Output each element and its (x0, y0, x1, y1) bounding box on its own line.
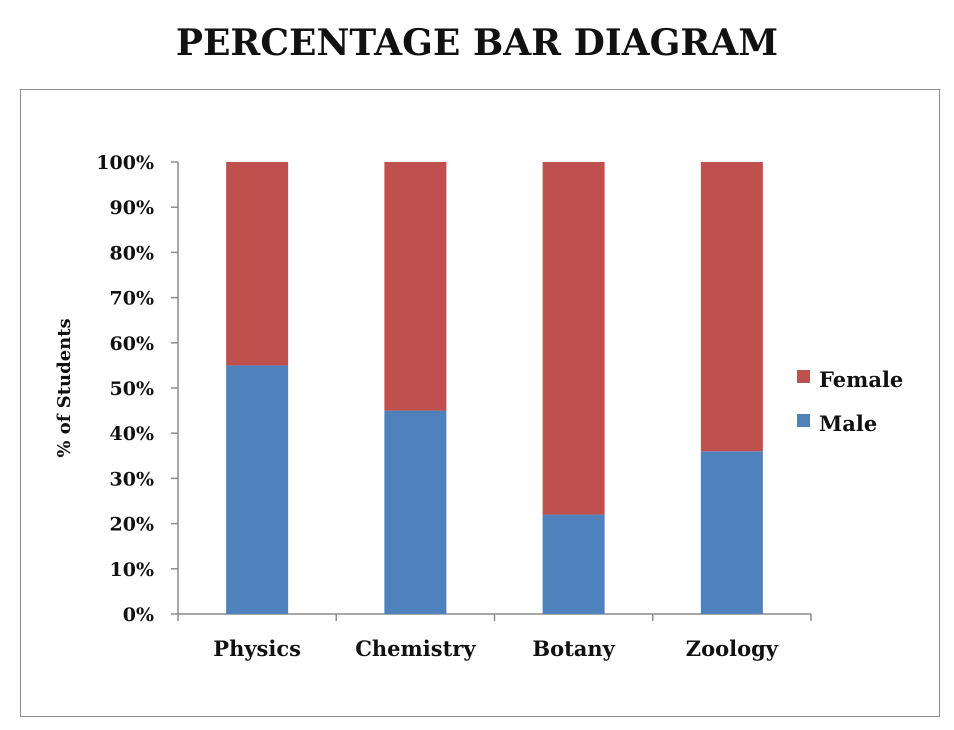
y-axis-title: % of Students (54, 318, 75, 457)
bar-male-physics (226, 365, 289, 614)
x-category-label: Physics (213, 636, 301, 661)
y-tick-label: 40% (110, 423, 155, 445)
y-tick-label: 70% (110, 288, 155, 310)
bar-female-zoology (700, 162, 763, 452)
bar-female-chemistry (384, 162, 447, 411)
chart-area-frame (20, 89, 940, 717)
y-tick-label: 60% (110, 333, 155, 355)
legend-swatch-male (797, 414, 810, 427)
x-category-label: Botany (532, 636, 615, 661)
y-tick-label: 20% (110, 514, 155, 536)
y-tick-label: 30% (110, 468, 155, 490)
legend-swatch-female (797, 370, 810, 383)
bar-male-zoology (700, 451, 763, 614)
y-tick-label: 0% (123, 604, 154, 626)
legend-label-male: Male (819, 411, 877, 436)
y-tick-label: 100% (96, 152, 154, 174)
plot-area: 0% 10% 20% 30% 40% 50% 60% 70% 80% 90% 100% Physics… (96, 152, 812, 661)
legend: Female Male (797, 367, 903, 436)
x-category-label: Zoology (686, 636, 779, 661)
bar-male-botany (542, 514, 605, 614)
chart-title: PERCENTAGE BAR DIAGRAM (175, 22, 779, 64)
bar-male-chemistry (384, 410, 447, 614)
bar-female-physics (226, 162, 289, 366)
legend-label-female: Female (819, 367, 903, 392)
y-tick-label: 50% (110, 378, 155, 400)
x-category-label: Chemistry (355, 636, 476, 661)
y-tick-label: 90% (110, 197, 155, 219)
y-tick-label: 10% (110, 559, 155, 581)
y-tick-label: 80% (110, 242, 155, 264)
bar-female-botany (542, 162, 605, 515)
